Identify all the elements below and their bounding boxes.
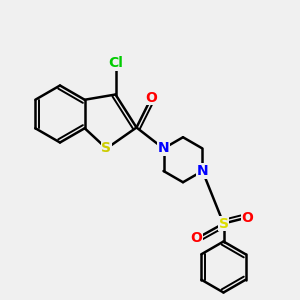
Text: Cl: Cl — [108, 56, 123, 70]
Text: S: S — [101, 142, 112, 155]
Text: O: O — [242, 211, 254, 224]
Text: O: O — [146, 91, 158, 104]
Text: S: S — [218, 217, 229, 230]
Text: N: N — [197, 164, 208, 178]
Text: O: O — [190, 232, 202, 245]
Text: N: N — [158, 142, 169, 155]
